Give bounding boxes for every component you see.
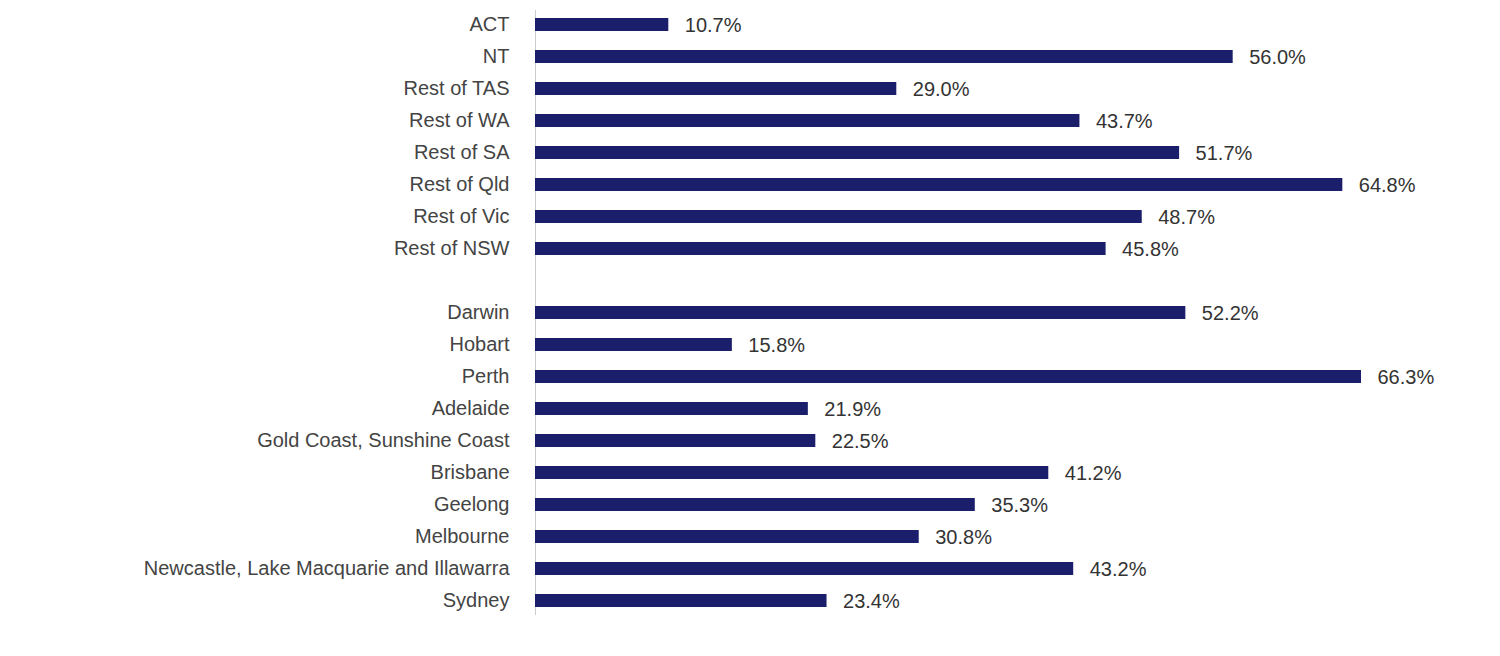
svg-text:22.5%: 22.5%: [832, 430, 889, 452]
svg-text:Sydney: Sydney: [443, 589, 510, 611]
svg-text:56.0%: 56.0%: [1249, 46, 1306, 68]
svg-text:Rest of Vic: Rest of Vic: [413, 205, 509, 227]
svg-text:Rest of NSW: Rest of NSW: [394, 237, 510, 259]
svg-text:Rest of TAS: Rest of TAS: [404, 77, 510, 99]
svg-text:Rest of WA: Rest of WA: [409, 109, 510, 131]
svg-text:Adelaide: Adelaide: [432, 397, 510, 419]
svg-text:23.4%: 23.4%: [843, 590, 900, 612]
svg-text:Perth: Perth: [462, 365, 510, 387]
svg-text:35.3%: 35.3%: [991, 494, 1048, 516]
svg-text:Rest of Qld: Rest of Qld: [409, 173, 509, 195]
svg-text:NT: NT: [483, 45, 510, 67]
svg-text:Melbourne: Melbourne: [415, 525, 510, 547]
svg-text:43.2%: 43.2%: [1090, 558, 1147, 580]
svg-text:ACT: ACT: [470, 13, 510, 35]
svg-text:30.8%: 30.8%: [935, 526, 992, 548]
svg-text:Brisbane: Brisbane: [431, 461, 510, 483]
svg-text:64.8%: 64.8%: [1359, 174, 1416, 196]
svg-text:21.9%: 21.9%: [824, 398, 881, 420]
svg-text:51.7%: 51.7%: [1196, 142, 1253, 164]
svg-text:41.2%: 41.2%: [1065, 462, 1122, 484]
svg-text:Rest of SA: Rest of SA: [414, 141, 510, 163]
svg-text:48.7%: 48.7%: [1158, 206, 1215, 228]
svg-text:43.7%: 43.7%: [1096, 110, 1153, 132]
svg-text:15.8%: 15.8%: [748, 334, 805, 356]
svg-text:66.3%: 66.3%: [1378, 366, 1435, 388]
svg-text:Hobart: Hobart: [449, 333, 509, 355]
svg-text:45.8%: 45.8%: [1122, 238, 1179, 260]
svg-text:Geelong: Geelong: [434, 493, 510, 515]
svg-text:52.2%: 52.2%: [1202, 302, 1259, 324]
svg-text:10.7%: 10.7%: [685, 14, 742, 36]
svg-text:Darwin: Darwin: [447, 301, 509, 323]
svg-text:29.0%: 29.0%: [913, 78, 970, 100]
svg-text:Gold Coast, Sunshine Coast: Gold Coast, Sunshine Coast: [257, 429, 510, 451]
svg-text:Newcastle, Lake Macquarie and: Newcastle, Lake Macquarie and Illawarra: [144, 557, 511, 579]
